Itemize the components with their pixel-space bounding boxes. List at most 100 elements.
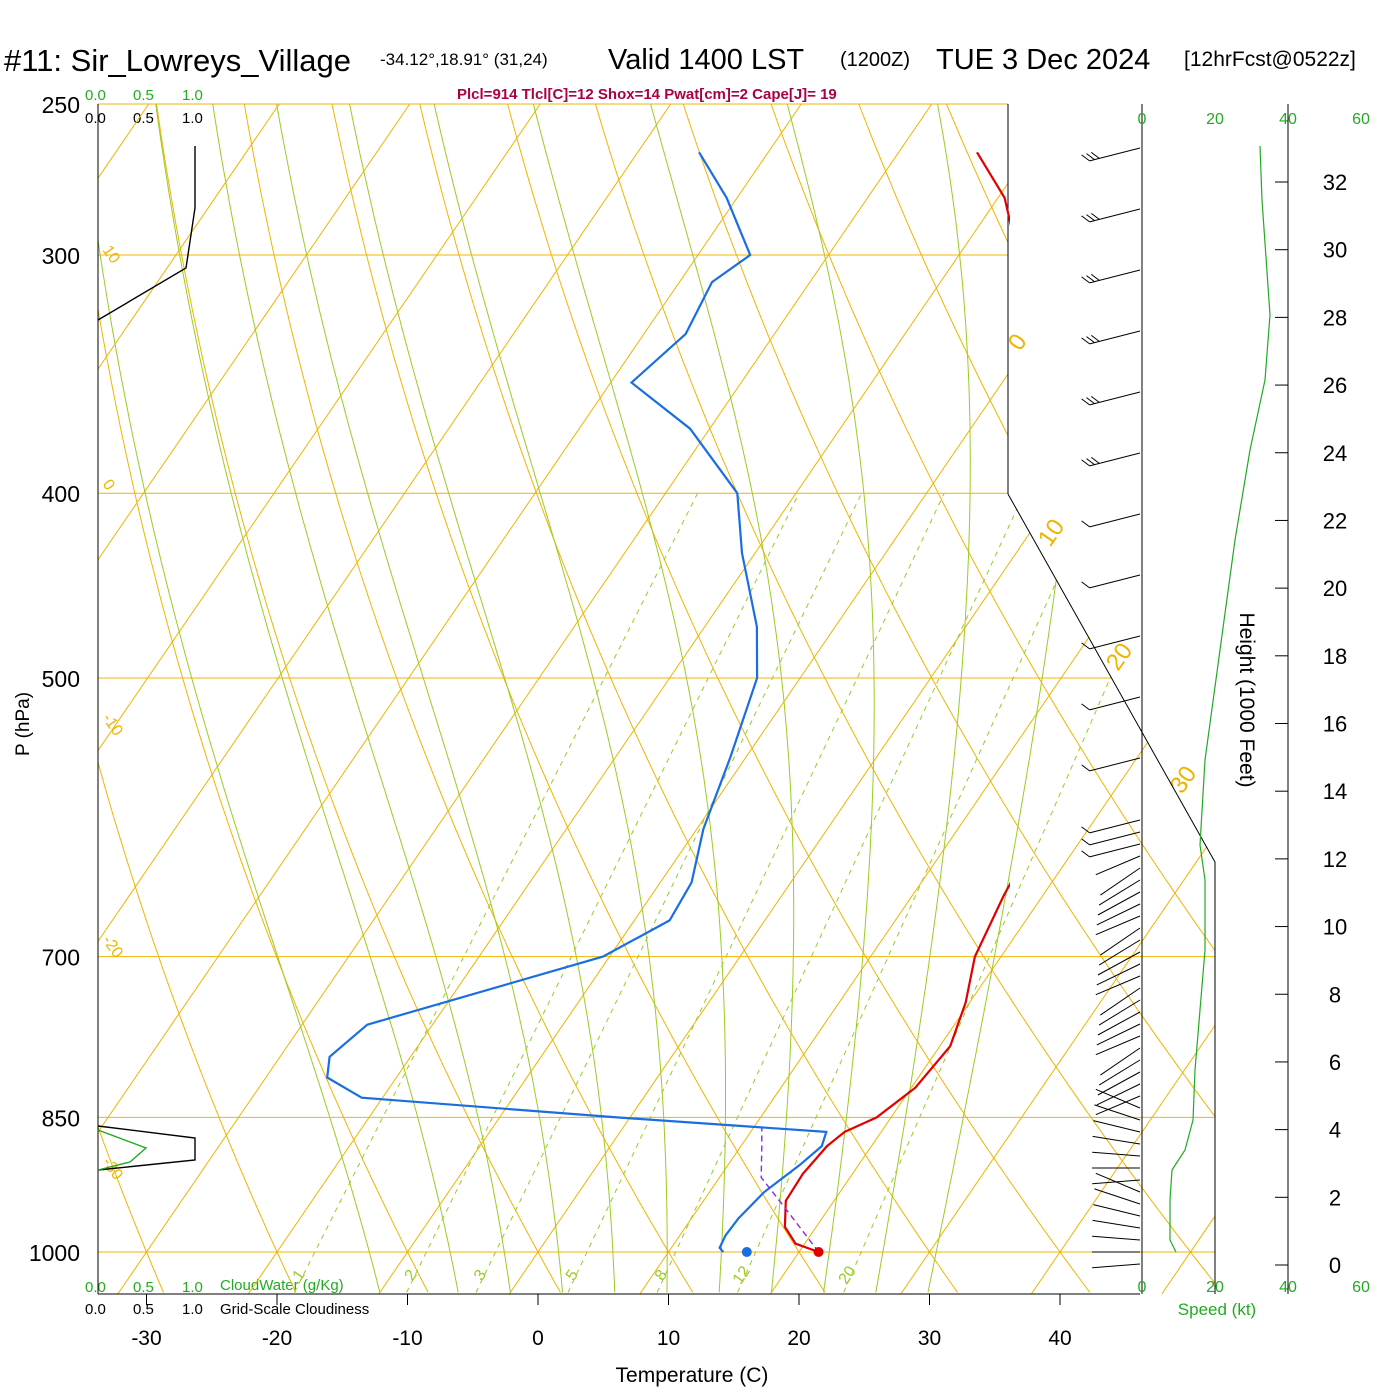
height-axis-label: Height (1000 Feet)	[1235, 612, 1258, 787]
cloud-bottom-black-2: 1.0	[182, 1301, 203, 1318]
wind-barb-flag	[1081, 398, 1090, 406]
wind-barb-flag	[1086, 214, 1095, 222]
wind-barb	[1089, 831, 1141, 846]
wind-barb	[1089, 330, 1141, 345]
height-tick-label: 6	[1329, 1050, 1341, 1075]
wind-barb-flag	[1091, 212, 1100, 220]
wind-barb	[1096, 903, 1141, 926]
isotherm-line	[98, 104, 802, 1294]
title-coords: -34.12°,18.91° (31,24)	[380, 50, 548, 69]
wind-barb-flag	[1081, 276, 1090, 284]
cloud-bottom-black-0: 0.0	[85, 1301, 106, 1318]
wind-speed-profile	[1169, 145, 1271, 1253]
pressure-gridlines	[98, 103, 1215, 1253]
isotherm-line	[378, 104, 1194, 1294]
wind-barb	[1092, 1135, 1141, 1145]
mixing-ratio-label: 8	[652, 1267, 671, 1284]
wind-barb	[1089, 696, 1141, 711]
wind-barb	[1097, 891, 1141, 916]
wind-barb	[1092, 1151, 1141, 1157]
wind-barb	[1100, 927, 1141, 956]
pressure-tick-label: 1000	[29, 1240, 80, 1266]
wind-barb-flag	[1081, 764, 1090, 772]
wind-barb-flag	[1091, 395, 1100, 403]
wind-barb-flag	[1086, 336, 1095, 344]
wind-barb-flag	[1086, 275, 1095, 283]
isotherm-label-right: 10	[1033, 514, 1070, 551]
wind-barb	[1089, 843, 1141, 858]
wind-barb	[1092, 1235, 1141, 1241]
isotherm-line	[1161, 104, 1215, 1294]
pressure-tick-label: 500	[42, 666, 80, 692]
surface-temperature-marker	[813, 1247, 824, 1257]
title-valid: Valid 1400 LST	[608, 44, 804, 76]
wind-barb-flag	[1081, 215, 1090, 223]
mixing-ratio-line	[475, 492, 863, 1293]
height-tick-label: 28	[1323, 305, 1347, 330]
cloudiness-label: Grid-Scale Cloudiness	[220, 1301, 369, 1318]
dry-adiabat	[1192, 104, 1215, 1293]
height-tick-label: 26	[1323, 373, 1347, 398]
wind-barb	[1098, 879, 1141, 906]
moist-adiabat	[640, 104, 795, 1293]
x-tick-label: -30	[131, 1327, 161, 1350]
cloud-axis-bottom: 0.0 0.5 1.0 CloudWater (g/Kg) 0.0 0.5 1.…	[85, 1277, 369, 1318]
pressure-tick-label: 850	[42, 1105, 80, 1131]
wind-barb-flag	[1086, 153, 1095, 161]
wind-barb	[1100, 867, 1141, 896]
isotherm-line	[900, 104, 1215, 1294]
speed-tick-bottom: 20	[1206, 1279, 1224, 1296]
moist-adiabat	[207, 104, 511, 1293]
sounding-series	[326, 151, 1010, 1257]
dry-adiabat	[98, 104, 297, 1293]
height-tick-label: 8	[1329, 982, 1341, 1007]
wind-barb	[1094, 1104, 1141, 1121]
isotherm-line	[117, 104, 933, 1294]
x-tick-label: 10	[657, 1327, 680, 1350]
height-tick-label: 0	[1329, 1253, 1341, 1278]
dry-adiabat	[498, 104, 1091, 1293]
wind-barb	[1095, 1172, 1141, 1193]
wind-barb	[1089, 452, 1141, 467]
wind-barb-flag	[1091, 334, 1100, 342]
height-tick-label: 18	[1323, 644, 1347, 669]
isotherm-label: 0	[99, 477, 118, 494]
wind-barb	[1096, 963, 1141, 986]
x-tick-label: 30	[918, 1327, 941, 1350]
speed-tick-top: 0	[1138, 111, 1147, 128]
mixing-ratio-label: 5	[563, 1267, 582, 1284]
series-parcel	[760, 1127, 820, 1253]
y-axis-label: P (hPa)	[13, 692, 34, 756]
cloud-bottom-green-0: 0.0	[85, 1279, 106, 1296]
isotherm-line	[98, 104, 280, 1294]
moist-adiabat	[270, 104, 564, 1293]
wind-barb-flag	[1086, 458, 1095, 466]
wind-barb	[1092, 1219, 1141, 1229]
x-tick-label: 40	[1048, 1327, 1071, 1350]
dry-adiabat	[411, 104, 958, 1293]
dry-adiabat	[585, 104, 1215, 1293]
mixing-ratio-line	[406, 492, 800, 1293]
title-station: #11: Sir_Lowreys_Village	[4, 43, 351, 78]
wind-barb	[1089, 635, 1141, 650]
wind-barb	[1096, 1023, 1141, 1046]
mixing-ratio-line	[567, 493, 945, 1293]
series-dewpoint	[326, 151, 828, 1253]
dry-adiabat	[758, 104, 1215, 1293]
dry-adiabat	[238, 104, 694, 1293]
pressure-tick-label: 300	[42, 243, 80, 269]
moist-adiabat	[927, 104, 1087, 1293]
mixing-ratio-line	[656, 493, 1025, 1293]
isotherm-line	[508, 104, 1215, 1294]
wind-barb-flag	[1081, 581, 1090, 589]
wind-barb	[1095, 1035, 1141, 1056]
mixing-ratio-label: 3	[471, 1267, 490, 1284]
speed-tick-bottom: 60	[1352, 1279, 1370, 1296]
speed-tick-bottom: 0	[1138, 1279, 1147, 1296]
wind-barb	[1089, 391, 1141, 406]
speed-tick-top: 60	[1352, 111, 1370, 128]
wind-barb	[1098, 939, 1141, 966]
wind-barb	[1094, 1188, 1141, 1205]
